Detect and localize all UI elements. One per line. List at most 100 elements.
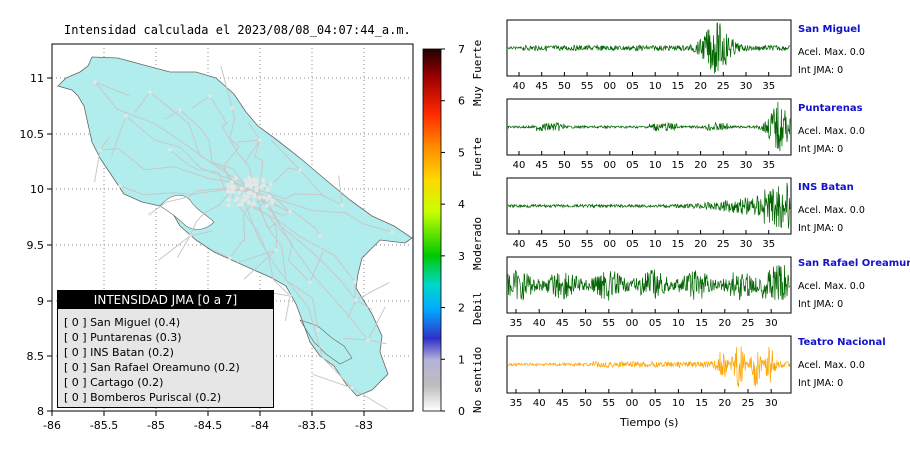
colorbar-tick-label: 2 <box>458 302 465 315</box>
station-int-jma: Int JMA: 0 <box>798 378 844 389</box>
legend-item: [ 0 ] Cartago (0.2) <box>64 376 164 389</box>
town-marker <box>258 138 262 142</box>
waveform-tick-label: 50 <box>558 81 571 92</box>
town-marker <box>246 191 251 196</box>
colorbar-tick-label: 5 <box>458 146 465 159</box>
road <box>367 339 387 345</box>
town-marker <box>268 182 273 187</box>
road <box>94 81 246 186</box>
waveform-tick-label: 25 <box>742 318 755 329</box>
town-marker <box>350 386 354 390</box>
waveform-tick-label: 20 <box>718 398 731 409</box>
legend-item: [ 0 ] INS Batan (0.2) <box>64 346 174 359</box>
waveform-tick-label: 45 <box>535 81 548 92</box>
town-marker <box>226 203 231 208</box>
road <box>355 281 390 301</box>
town-marker <box>353 280 357 284</box>
road <box>244 184 311 283</box>
map-x-tick-label: -85.5 <box>90 419 118 432</box>
waveform-tick-label: 25 <box>717 81 730 92</box>
waveform-tick-label: 40 <box>513 239 526 250</box>
town-marker <box>178 108 182 112</box>
road <box>134 91 151 113</box>
station-name: INS Batan <box>798 182 854 193</box>
waveform-tick-label: 10 <box>672 398 685 409</box>
town-marker <box>267 195 272 200</box>
waveform-tick-label: 30 <box>740 239 753 250</box>
waveform-tick-label: 10 <box>649 239 662 250</box>
road <box>191 95 211 109</box>
road <box>125 115 266 201</box>
road <box>258 199 278 251</box>
town-marker <box>244 183 249 188</box>
town-marker <box>208 94 212 98</box>
town-marker <box>254 182 259 187</box>
legend-item: [ 0 ] San Rafael Oreamuno (0.2) <box>64 361 240 374</box>
town-marker <box>316 328 320 332</box>
waveform-tick-label: 15 <box>695 318 708 329</box>
town-marker <box>257 195 262 200</box>
road <box>343 337 369 341</box>
waveform-tick-label: 15 <box>672 239 685 250</box>
road <box>99 148 231 183</box>
nicoya-gulf <box>159 194 215 230</box>
waveform-trace <box>507 264 790 301</box>
town-marker <box>228 256 232 260</box>
town-marker <box>288 294 292 298</box>
station-int-jma: Int JMA: 0 <box>798 299 844 310</box>
town-marker <box>354 298 358 302</box>
town-marker <box>241 193 246 198</box>
town-marker <box>230 106 234 110</box>
map-y-tick-label: 8.5 <box>27 350 45 363</box>
waveform-tick-label: 30 <box>765 398 778 409</box>
waveform-tick-label: 15 <box>672 160 685 171</box>
waveform-tick-label: 35 <box>762 239 775 250</box>
colorbar-ticks: 7 6 5 4 3 2 1 0 <box>441 43 465 418</box>
station-acel-max: Acel. Max. 0.0 <box>798 360 865 371</box>
town-marker <box>261 195 266 200</box>
waveform-tick-label: 30 <box>740 160 753 171</box>
town-marker <box>390 230 394 234</box>
town-marker <box>98 148 102 152</box>
waveform-tick-label: 50 <box>579 398 592 409</box>
road <box>273 204 291 213</box>
colorbar-tick-label: 4 <box>458 198 465 211</box>
waveform-trace <box>507 346 791 387</box>
town-marker <box>168 148 172 152</box>
colorbar-gradient <box>422 48 442 412</box>
road <box>239 189 353 389</box>
waveform-tick-label: 55 <box>602 318 615 329</box>
waveform-tick-label: 10 <box>649 81 662 92</box>
waveform-tick-label: 10 <box>649 160 662 171</box>
road <box>355 299 373 311</box>
road <box>212 249 231 259</box>
waveform-tick-label: 35 <box>510 398 523 409</box>
road <box>179 109 246 186</box>
waveform-tick-label: 05 <box>626 239 639 250</box>
station-acel-max: Acel. Max. 0.0 <box>798 205 865 216</box>
waveform-tick-label: 15 <box>695 398 708 409</box>
waveform-tick-label: 40 <box>533 398 546 409</box>
station-name: Teatro Nacional <box>798 337 886 348</box>
station-acel-max: Acel. Max. 0.0 <box>798 126 865 137</box>
town-markers <box>93 80 394 390</box>
station-name: Puntarenas <box>798 103 863 114</box>
waveform-tick-label: 15 <box>672 81 685 92</box>
town-marker <box>239 186 244 191</box>
town-marker <box>261 178 266 183</box>
waveform-tick-label: 25 <box>742 398 755 409</box>
town-marker <box>274 248 278 252</box>
waveform-tick-label: 20 <box>718 318 731 329</box>
map-x-tick-label: -86 <box>43 419 61 432</box>
map-y-tick-label: 9.5 <box>27 239 45 252</box>
waveform-tick-label: 55 <box>602 398 615 409</box>
station-acel-max: Acel. Max. 0.0 <box>798 47 865 58</box>
waveform-tick-label: 00 <box>626 398 639 409</box>
waveform-tick-label: 00 <box>603 160 616 171</box>
road <box>347 299 357 319</box>
waveform-tick-label: 00 <box>603 239 616 250</box>
map-x-tick-label: -84.5 <box>194 419 222 432</box>
road <box>229 181 291 297</box>
station-acel-max: Acel. Max. 0.0 <box>798 281 865 292</box>
road <box>351 387 388 410</box>
